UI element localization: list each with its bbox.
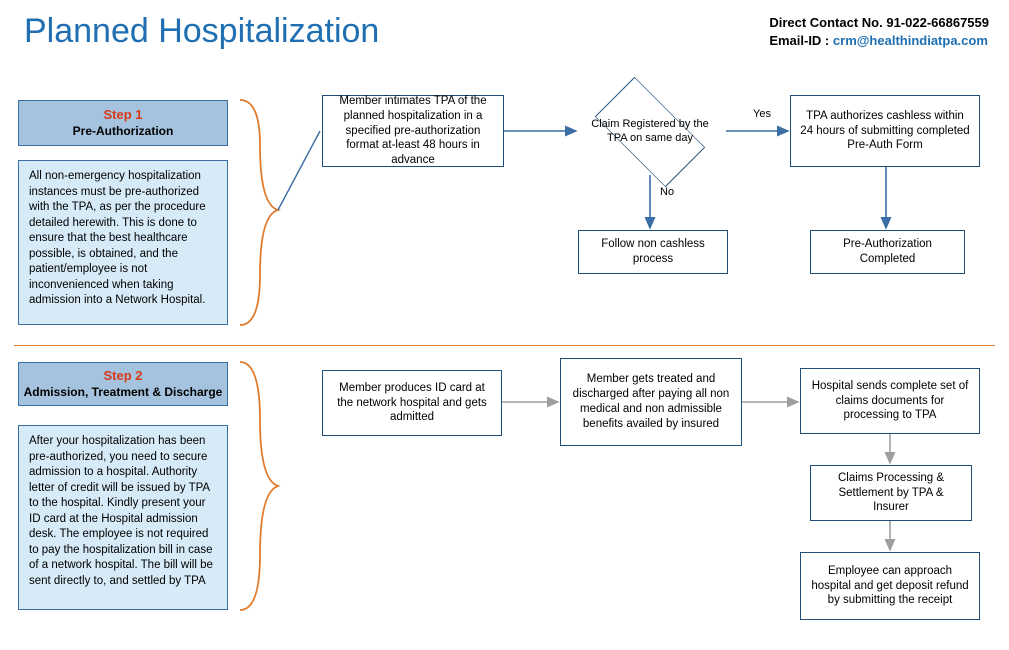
- flow2-refund-box: Employee can approach hospital and get d…: [800, 552, 980, 620]
- flow1-authorize-box: TPA authorizes cashless within 24 hours …: [790, 95, 980, 167]
- step1-desc: All non-emergency hospitalization instan…: [18, 160, 228, 325]
- email-label: Email-ID :: [769, 33, 829, 48]
- flow1-decision-text: Claim Registered by the TPA on same day: [570, 87, 730, 177]
- step1-sub: Pre-Authorization: [23, 124, 223, 140]
- page-title: Planned Hospitalization: [24, 12, 379, 51]
- email-value: crm@healthindiatpa.com: [833, 33, 988, 48]
- phone-label: Direct Contact No.: [769, 15, 882, 30]
- step2-num: Step 2: [23, 368, 223, 385]
- flow2-idcard-box: Member produces ID card at the network h…: [322, 370, 502, 436]
- flow1-noncashless-box: Follow non cashless process: [578, 230, 728, 274]
- step1-header: Step 1 Pre-Authorization: [18, 100, 228, 146]
- no-label: No: [660, 186, 674, 198]
- phone-number: 91-022-66867559: [886, 15, 989, 30]
- step2-sub: Admission, Treatment & Discharge: [23, 385, 223, 401]
- contact-block: Direct Contact No. 91-022-66867559 Email…: [769, 14, 989, 49]
- flow1-completed-box: Pre-Authorization Completed: [810, 230, 965, 274]
- flow1-decision: Claim Registered by the TPA on same day: [570, 87, 730, 177]
- step2-header: Step 2 Admission, Treatment & Discharge: [18, 362, 228, 406]
- step2-desc: After your hospitalization has been pre-…: [18, 425, 228, 610]
- flow2-hospital-sends-box: Hospital sends complete set of claims do…: [800, 368, 980, 434]
- flow2-claims-proc-box: Claims Processing & Settlement by TPA & …: [810, 465, 972, 521]
- yes-label: Yes: [753, 108, 771, 120]
- step1-num: Step 1: [23, 107, 223, 124]
- flow2-treated-box: Member gets treated and discharged after…: [560, 358, 742, 446]
- section-separator: [14, 345, 995, 346]
- flow1-intimate-box: Member intimates TPA of the planned hosp…: [322, 95, 504, 167]
